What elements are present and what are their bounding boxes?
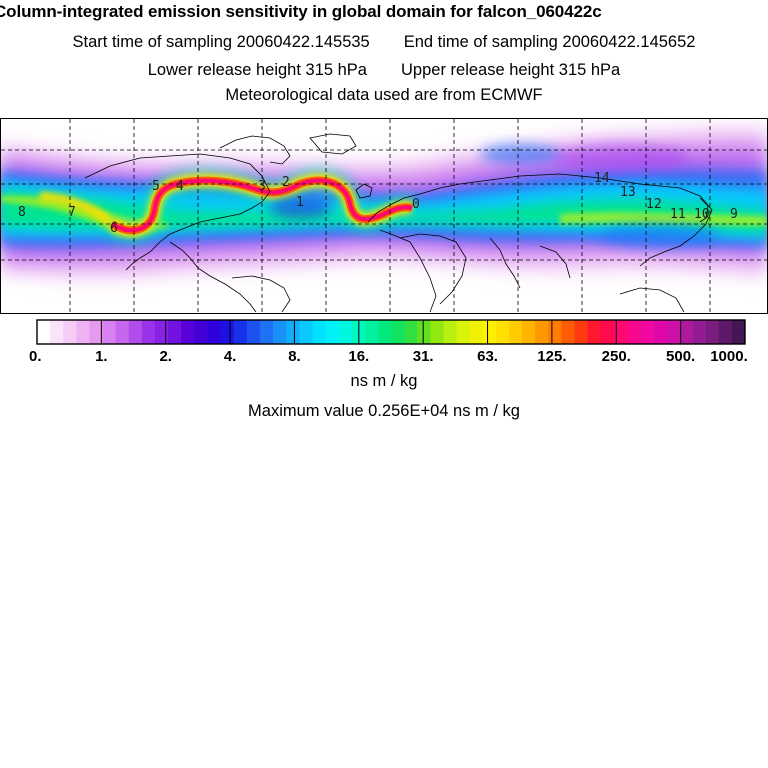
upper-height-label: Upper release height 315 hPa <box>401 61 621 79</box>
colorbar-tick-label: 1000. <box>710 348 748 365</box>
colorbar-swatch <box>50 320 64 344</box>
colorbar-tick-label: 250. <box>602 348 631 365</box>
lower-height-label: Lower release height 315 hPa <box>147 61 367 79</box>
colorbar-tick-label: 0. <box>29 348 42 365</box>
colorbar-swatch <box>509 320 523 344</box>
max-value-label: Maximum value 0.256E+04 ns m / kg <box>248 402 520 420</box>
colorbar-swatch <box>273 320 287 344</box>
colorbar-swatch <box>286 320 300 344</box>
day-marker: 11 <box>670 207 686 222</box>
colorbar-swatch <box>535 320 549 344</box>
sensitivity-map: 8 7 6 5 4 3 2 1 0 14 13 12 11 10 9 <box>0 118 768 314</box>
day-marker: 5 <box>152 179 160 194</box>
colorbar-swatch <box>600 320 615 344</box>
colorbar-svg: 0. 1. 2. 4. 8. 16. 31. 63. 125. 250. 500. 1000. <box>29 319 748 365</box>
colorbar-swatch <box>574 320 589 344</box>
colorbar-swatch <box>404 320 418 344</box>
colorbar-swatch <box>391 320 405 344</box>
colorbar-swatch <box>482 320 497 344</box>
day-marker: 8 <box>18 205 26 220</box>
colorbar-tick-label: 4. <box>224 348 237 365</box>
colorbar-swatch <box>417 320 431 344</box>
day-marker: 9 <box>730 207 738 222</box>
colorbar-tick-label: 8. <box>288 348 301 365</box>
colorbar-swatch <box>666 320 680 344</box>
colorbar-swatch <box>653 320 667 344</box>
day-marker: 2 <box>282 175 290 190</box>
colorbar-swatch <box>141 320 156 344</box>
colorbar-swatch <box>679 320 693 344</box>
day-marker: 0 <box>412 197 420 212</box>
colorbar-swatch <box>299 320 313 344</box>
colorbar-swatch <box>115 320 130 344</box>
colorbar-swatch <box>587 320 602 344</box>
colorbar-swatch <box>495 320 510 344</box>
colorbar-tick-label: 63. <box>477 348 498 365</box>
met-data-label: Meteorological data used are from ECMWF <box>225 86 543 104</box>
colorbar-swatch <box>194 320 208 344</box>
graticule <box>1 119 767 313</box>
colorbar-tick-label: 16. <box>348 348 369 365</box>
colorbar-swatch <box>364 320 379 344</box>
colorbar-swatch <box>220 320 235 344</box>
colorbar-swatch <box>325 320 339 344</box>
colorbar-swatch <box>548 320 562 344</box>
colorbar-swatch <box>63 320 77 344</box>
day-marker: 6 <box>110 221 118 236</box>
colorbar-swatch <box>312 320 326 344</box>
colorbar-tick-label: 31. <box>413 348 434 365</box>
colorbar-swatch <box>89 320 103 344</box>
day-marker: 13 <box>620 185 636 200</box>
colorbar-tick-label: 500. <box>666 348 695 365</box>
colorbar-swatch <box>246 320 261 344</box>
colorbar-units: ns m / kg <box>350 372 418 390</box>
colorbar-swatch <box>469 320 484 344</box>
colorbar-tick-label: 2. <box>159 348 172 365</box>
colorbar: 0. 1. 2. 4. 8. 16. 31. 63. 125. 250. 500. 1000. <box>0 316 768 366</box>
colorbar-swatch <box>718 320 733 344</box>
colorbar-swatch <box>181 320 195 344</box>
colorbar-swatch <box>377 320 392 344</box>
colorbar-swatch <box>443 320 457 344</box>
colorbar-swatch <box>705 320 720 344</box>
day-marker: 14 <box>594 171 610 186</box>
colorbar-swatch <box>627 320 641 344</box>
colorbar-swatch <box>640 320 654 344</box>
colorbar-swatch <box>128 320 143 344</box>
day-marker: 1 <box>296 195 304 210</box>
day-marker: 3 <box>258 179 266 194</box>
day-marker: 12 <box>646 197 662 212</box>
day-marker: 10 <box>694 207 710 222</box>
colorbar-swatch <box>155 320 169 344</box>
colorbar-tick-label: 1. <box>95 348 108 365</box>
colorbar-tick-label: 125. <box>537 348 566 365</box>
coastlines <box>84 133 713 313</box>
colorbar-swatch <box>430 320 444 344</box>
colorbar-swatch <box>207 320 221 344</box>
colorbar-swatch <box>456 320 471 344</box>
colorbar-swatch <box>37 320 51 344</box>
colorbar-swatch <box>522 320 536 344</box>
start-time-label: Start time of sampling 20060422.145535 <box>72 33 370 51</box>
colorbar-swatch <box>168 320 182 344</box>
day-marker: 4 <box>176 179 184 194</box>
figure-title: Column-integrated emission sensitivity i… <box>0 2 602 21</box>
day-marker: 7 <box>68 205 76 220</box>
colorbar-swatch <box>233 320 248 344</box>
colorbar-frame <box>36 319 746 345</box>
colorbar-swatch <box>731 320 746 344</box>
end-time-label: End time of sampling 20060422.145652 <box>403 33 696 51</box>
colorbar-swatch <box>259 320 274 344</box>
release-heights: Lower release height 315 hPa Upper releas… <box>0 61 768 80</box>
colorbar-swatch <box>76 320 90 344</box>
colorbar-swatch <box>561 320 575 344</box>
colorbar-swatch <box>102 320 117 344</box>
colorbar-swatch <box>692 320 707 344</box>
colorbar-swatch <box>613 320 628 344</box>
colorbar-swatch <box>338 320 353 344</box>
sampling-times: Start time of sampling 20060422.145535 En… <box>0 33 768 52</box>
